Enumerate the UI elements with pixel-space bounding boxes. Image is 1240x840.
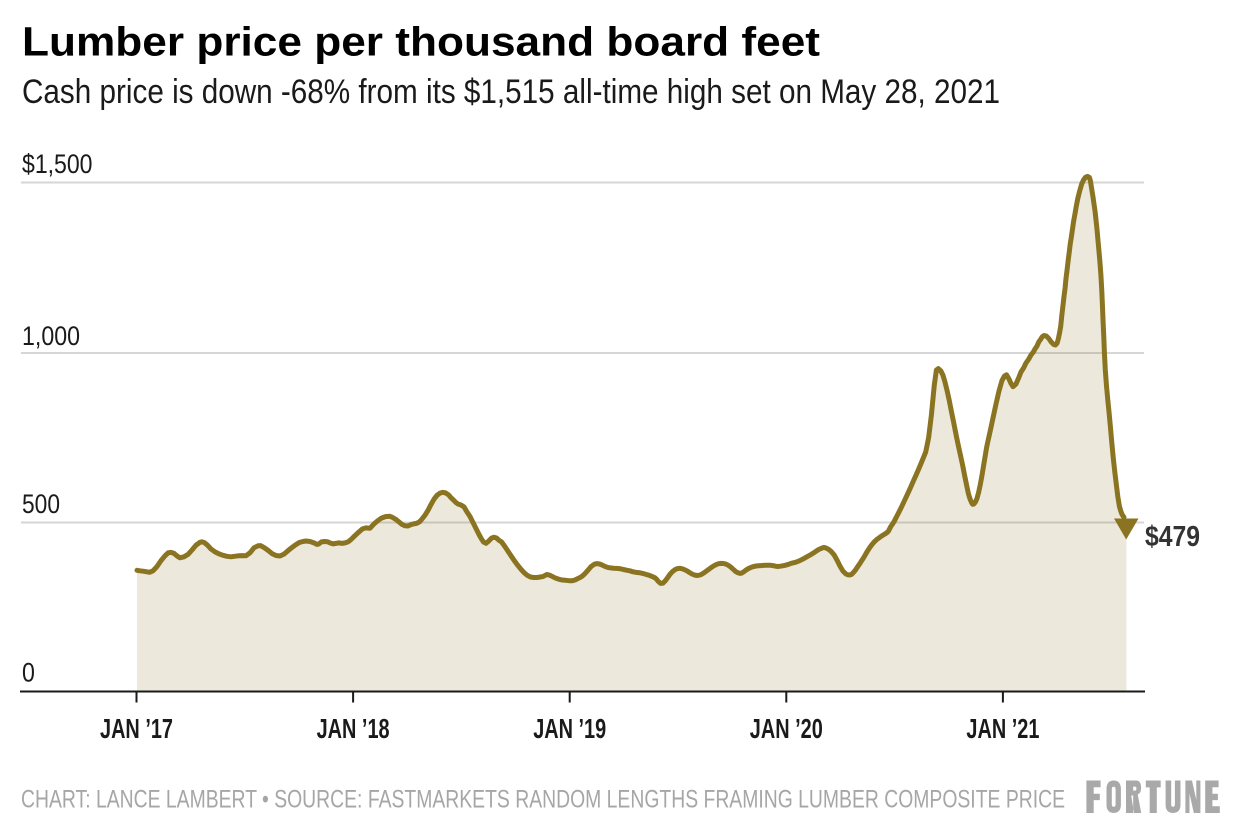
svg-text:500: 500 <box>22 489 60 519</box>
svg-text:JAN ’21: JAN ’21 <box>966 713 1039 744</box>
svg-text:JAN ’20: JAN ’20 <box>750 713 823 744</box>
svg-text:0: 0 <box>22 658 35 688</box>
svg-text:$1,500: $1,500 <box>22 149 93 179</box>
svg-text:JAN ’19: JAN ’19 <box>533 713 606 744</box>
svg-text:JAN ’17: JAN ’17 <box>100 713 173 744</box>
svg-text:$479: $479 <box>1145 521 1200 553</box>
svg-text:1,000: 1,000 <box>22 321 80 351</box>
svg-text:Lumber price per thousand boar: Lumber price per thousand board feet <box>22 19 820 65</box>
svg-text:JAN ’18: JAN ’18 <box>317 713 390 744</box>
svg-text:CHART: LANCE LAMBERT • SOURCE:: CHART: LANCE LAMBERT • SOURCE: FASTMARKE… <box>21 786 1065 814</box>
svg-text:Cash price is down -68% from i: Cash price is down -68% from its $1,515 … <box>22 73 1000 111</box>
